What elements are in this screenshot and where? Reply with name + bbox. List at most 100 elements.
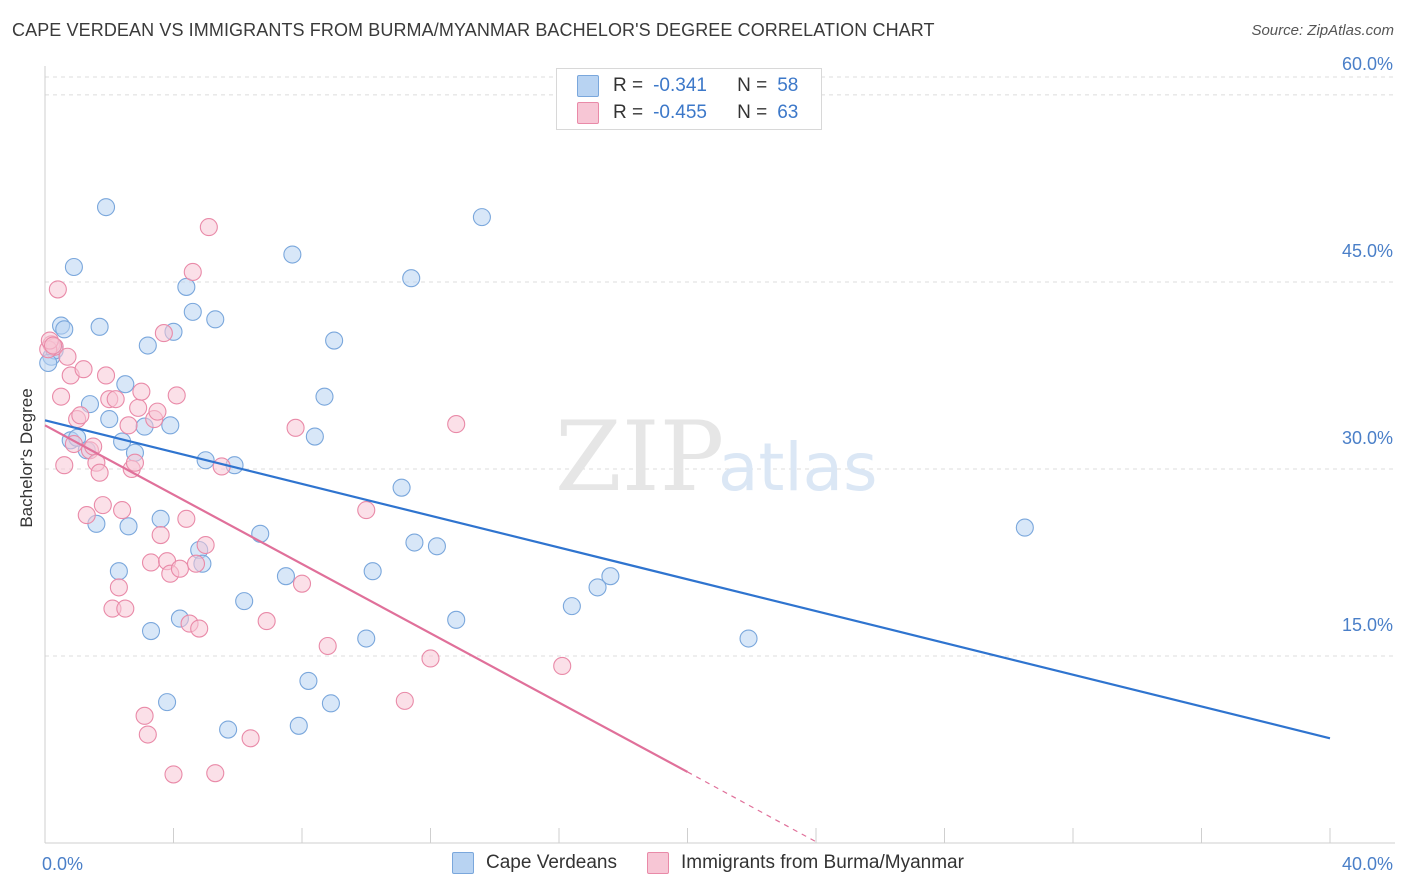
point-burma-myanmar: [96, 366, 116, 385]
blue-swatch-icon: [577, 75, 599, 97]
point-burma-myanmar: [447, 415, 466, 434]
series-legend: Cape Verdeans Immigrants from Burma/Myan…: [452, 852, 994, 874]
point-cape-verdean: [315, 387, 334, 406]
point-burma-myanmar: [77, 506, 96, 525]
blue-swatch-icon: [452, 852, 474, 874]
y-axis-label: Bachelor's Degree: [17, 388, 36, 528]
point-burma-myanmar: [148, 402, 167, 421]
point-burma-myanmar: [190, 619, 209, 638]
point-cape-verdean: [55, 320, 74, 339]
point-burma-myanmar: [170, 559, 189, 578]
point-burma-myanmar: [292, 574, 312, 593]
point-cape-verdean: [588, 578, 607, 597]
point-cape-verdean: [119, 517, 138, 536]
trend-line-extension: [687, 771, 817, 843]
point-burma-myanmar: [106, 390, 125, 409]
trend-layer: [44, 419, 1331, 843]
y-tick-label: 30.0%: [1342, 428, 1393, 448]
r-value: -0.341: [653, 75, 707, 96]
points-layer: [39, 198, 1034, 784]
point-burma-myanmar: [196, 535, 215, 555]
point-cape-verdean: [427, 537, 446, 556]
point-burma-myanmar: [113, 501, 132, 520]
y-tick-label: 15.0%: [1342, 615, 1393, 635]
stats-row-blue: R = -0.341 N = 58: [577, 74, 798, 98]
x-tick-label: 40.0%: [1342, 854, 1393, 874]
point-cape-verdean: [251, 524, 270, 543]
point-burma-myanmar: [357, 501, 376, 520]
trend-line-cape-verdeans: [44, 419, 1331, 740]
point-burma-myanmar: [138, 725, 157, 744]
point-cape-verdean: [235, 592, 254, 611]
point-cape-verdean: [402, 269, 421, 288]
point-cape-verdean: [177, 277, 196, 296]
point-cape-verdean: [90, 317, 109, 336]
point-cape-verdean: [357, 629, 376, 648]
n-label: N =: [737, 102, 768, 123]
point-cape-verdean: [116, 375, 135, 394]
point-cape-verdean: [276, 567, 295, 586]
point-burma-myanmar: [206, 764, 225, 783]
point-cape-verdean: [392, 478, 411, 497]
point-burma-myanmar: [119, 416, 138, 435]
point-burma-myanmar: [71, 406, 90, 425]
source-label: Source: ZipAtlas.com: [1251, 22, 1394, 39]
n-value: 58: [777, 75, 799, 96]
point-burma-myanmar: [286, 418, 305, 437]
point-burma-myanmar: [90, 463, 109, 482]
point-burma-myanmar: [395, 691, 414, 710]
point-burma-myanmar: [141, 553, 161, 572]
watermark-atlas: atlas: [718, 429, 878, 506]
point-burma-myanmar: [125, 453, 144, 472]
point-cape-verdean: [1015, 518, 1034, 537]
point-burma-myanmar: [318, 636, 337, 656]
x-tick-label: 0.0%: [42, 854, 83, 874]
point-cape-verdean: [161, 416, 180, 435]
point-burma-myanmar: [421, 649, 440, 668]
ticks-layer: 15.0% 30.0% 45.0% 60.0% 0.0% 40.0%: [42, 54, 1393, 874]
grid-layer: [45, 76, 1395, 657]
point-cape-verdean: [109, 562, 128, 581]
point-burma-myanmar: [257, 612, 276, 631]
y-tick-label: 60.0%: [1342, 54, 1393, 74]
point-burma-myanmar: [109, 578, 128, 597]
stats-row-pink: R = -0.455 N = 63: [577, 101, 798, 125]
point-burma-myanmar: [553, 656, 572, 676]
point-cape-verdean: [151, 509, 170, 528]
point-cape-verdean: [363, 562, 382, 581]
r-value: -0.455: [653, 102, 707, 123]
point-cape-verdean: [447, 610, 466, 629]
point-burma-myanmar: [199, 218, 218, 237]
point-cape-verdean: [472, 208, 491, 227]
n-value: 63: [777, 102, 799, 123]
y-tick-label: 45.0%: [1342, 241, 1393, 261]
r-label: R =: [613, 102, 644, 123]
axis-layer: [44, 66, 1395, 844]
point-cape-verdean: [96, 198, 116, 217]
stats-legend: R = -0.341 N = 58 R = -0.455 N = 63: [556, 68, 822, 130]
point-burma-myanmar: [183, 262, 202, 282]
r-label: R =: [613, 75, 644, 96]
point-burma-myanmar: [116, 599, 135, 618]
point-cape-verdean: [138, 336, 157, 355]
legend-item-cape-verdeans[interactable]: Cape Verdeans: [452, 852, 617, 874]
point-cape-verdean: [206, 310, 225, 329]
point-cape-verdean: [183, 302, 202, 321]
point-cape-verdean: [739, 629, 758, 648]
point-burma-myanmar: [177, 509, 196, 528]
point-cape-verdean: [100, 410, 119, 429]
point-burma-myanmar: [132, 382, 151, 401]
point-cape-verdean: [289, 716, 308, 735]
chart-title: CAPE VERDEAN VS IMMIGRANTS FROM BURMA/MY…: [12, 20, 935, 40]
point-burma-myanmar: [167, 386, 186, 405]
point-burma-myanmar: [74, 360, 93, 379]
watermark-zip: ZIP: [555, 401, 724, 513]
point-burma-myanmar: [129, 398, 148, 417]
point-cape-verdean: [325, 331, 344, 350]
legend-item-burma-myanmar[interactable]: Immigrants from Burma/Myanmar: [647, 852, 964, 874]
point-cape-verdean: [601, 567, 620, 586]
legend-label: Immigrants from Burma/Myanmar: [681, 852, 964, 873]
point-cape-verdean: [141, 621, 161, 641]
point-burma-myanmar: [164, 765, 183, 784]
